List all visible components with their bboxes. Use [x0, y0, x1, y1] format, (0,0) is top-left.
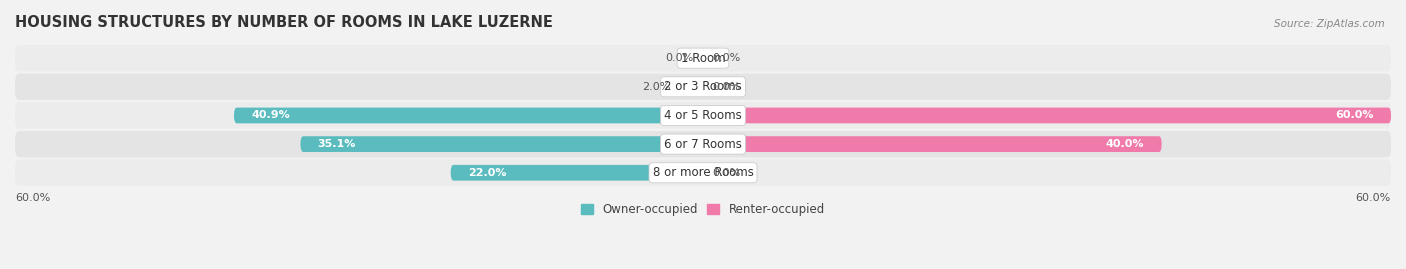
Text: 40.0%: 40.0%	[1107, 139, 1144, 149]
FancyBboxPatch shape	[681, 79, 703, 95]
Text: Source: ZipAtlas.com: Source: ZipAtlas.com	[1274, 19, 1385, 29]
Text: 0.0%: 0.0%	[665, 53, 693, 63]
Text: 0.0%: 0.0%	[713, 53, 741, 63]
Text: 35.1%: 35.1%	[318, 139, 356, 149]
FancyBboxPatch shape	[15, 102, 1391, 129]
Text: 22.0%: 22.0%	[468, 168, 506, 178]
FancyBboxPatch shape	[15, 45, 1391, 71]
Text: 1 Room: 1 Room	[681, 52, 725, 65]
Text: 60.0%: 60.0%	[1336, 111, 1374, 121]
FancyBboxPatch shape	[703, 136, 1161, 152]
Text: 60.0%: 60.0%	[15, 193, 51, 203]
Legend: Owner-occupied, Renter-occupied: Owner-occupied, Renter-occupied	[576, 199, 830, 221]
Text: 2 or 3 Rooms: 2 or 3 Rooms	[664, 80, 742, 93]
Text: 40.9%: 40.9%	[252, 111, 290, 121]
Text: 0.0%: 0.0%	[713, 82, 741, 92]
Text: 2.0%: 2.0%	[643, 82, 671, 92]
FancyBboxPatch shape	[451, 165, 703, 181]
FancyBboxPatch shape	[301, 136, 703, 152]
Text: HOUSING STRUCTURES BY NUMBER OF ROOMS IN LAKE LUZERNE: HOUSING STRUCTURES BY NUMBER OF ROOMS IN…	[15, 15, 553, 30]
FancyBboxPatch shape	[15, 160, 1391, 186]
FancyBboxPatch shape	[703, 108, 1391, 123]
Text: 6 or 7 Rooms: 6 or 7 Rooms	[664, 138, 742, 151]
Text: 0.0%: 0.0%	[713, 168, 741, 178]
FancyBboxPatch shape	[15, 74, 1391, 100]
FancyBboxPatch shape	[233, 108, 703, 123]
Text: 60.0%: 60.0%	[1355, 193, 1391, 203]
Text: 8 or more Rooms: 8 or more Rooms	[652, 166, 754, 179]
FancyBboxPatch shape	[15, 131, 1391, 157]
Text: 4 or 5 Rooms: 4 or 5 Rooms	[664, 109, 742, 122]
